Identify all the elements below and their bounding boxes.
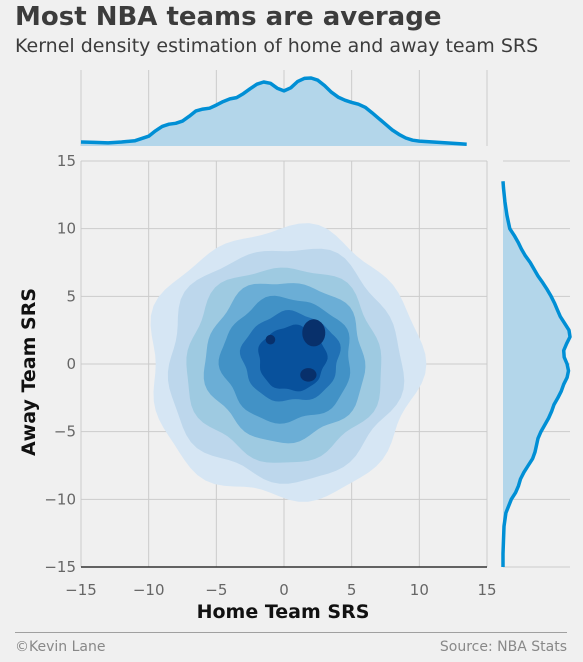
marginal-x-plot: [80, 70, 488, 146]
chart-title: Most NBA teams are average: [15, 2, 442, 32]
x-tick-label: 15: [477, 581, 496, 599]
x-tick-label: 5: [347, 581, 357, 599]
contour-layer: [150, 223, 427, 502]
y-tick-label: 10: [57, 220, 76, 238]
y-tick-label: 0: [66, 355, 76, 373]
contour-level-8: [300, 368, 317, 382]
x-tick-label: 10: [410, 581, 429, 599]
marginal-x-line: [80, 76, 467, 146]
y-axis-label: Away Team SRS: [18, 288, 40, 456]
y-tick-label: −10: [44, 490, 76, 508]
contour-level-8: [302, 319, 326, 347]
x-tick-label: −5: [205, 581, 227, 599]
y-tick-label: 5: [66, 287, 76, 305]
source-credit: Source: NBA Stats: [439, 639, 567, 655]
marginal-y-fill: [503, 181, 570, 568]
x-tick-label: 0: [279, 581, 289, 599]
x-axis-label: Home Team SRS: [197, 601, 370, 623]
x-tick-label: −15: [65, 581, 97, 599]
y-tick-label: −15: [44, 558, 76, 576]
y-tick-label: 15: [57, 152, 76, 170]
chart-subtitle: Kernel density estimation of home and aw…: [15, 35, 539, 57]
y-tick-label: −5: [54, 423, 76, 441]
marginal-x-fill: [81, 78, 467, 146]
marginal-y-plot: [501, 160, 572, 568]
tick-labels: −15 −10 −5 0 5 10 15 −15 −10 −5 0 5 10 15: [44, 152, 496, 599]
contour-level-8: [265, 334, 276, 345]
x-tick-label: −10: [133, 581, 165, 599]
marginal-y-line: [501, 181, 572, 567]
footer-divider: [15, 632, 567, 633]
author-credit: ©Kevin Lane: [15, 639, 106, 655]
